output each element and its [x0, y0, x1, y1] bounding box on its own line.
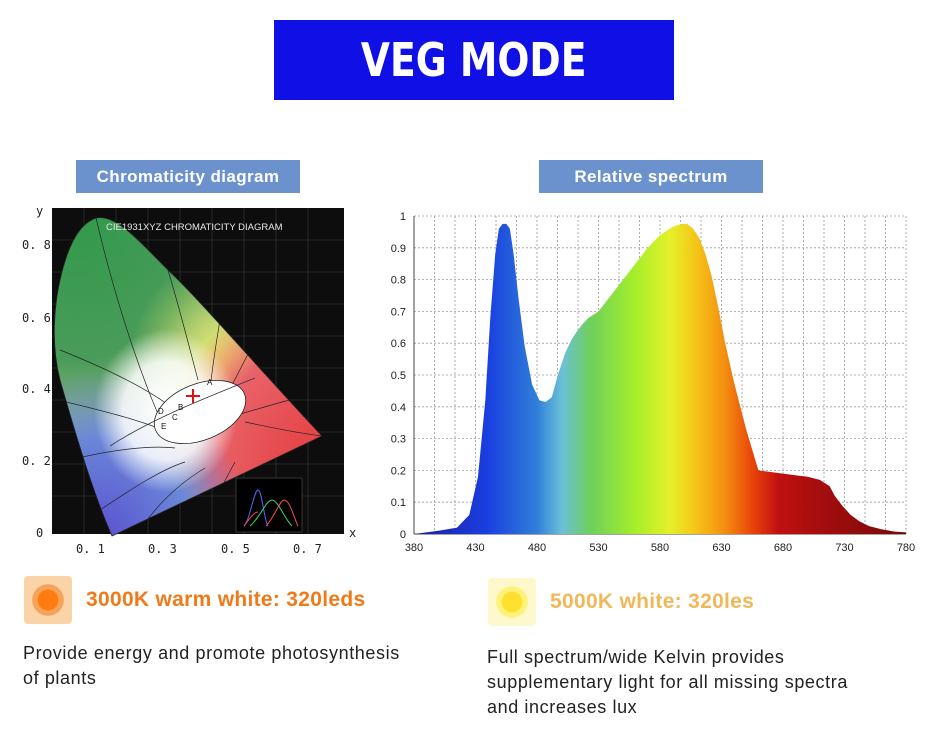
warm-desc-line: of plants: [23, 668, 97, 688]
point-b-label: B: [178, 403, 183, 412]
point-d-label: D: [158, 407, 164, 416]
relative-spectrum-chart: 0 0.1 0.2 0.3 0.4 0.5 0.6 0.7 0.8 0.9 1 380 430 480 5…: [391, 211, 915, 554]
white-led-label: 5000K white: 320les: [550, 590, 755, 613]
y-tick: 0. 4: [22, 382, 51, 396]
spectrum-area: [414, 223, 906, 534]
point-e-label: E: [161, 422, 166, 431]
target-point-marker: [186, 389, 200, 403]
y-tick-label: 0.1: [391, 497, 406, 509]
spectrum-label: Relative spectrum: [539, 160, 763, 193]
y-tick: 0. 2: [22, 454, 51, 468]
y-tick-label: 1: [400, 211, 406, 223]
inset-cmf-chart: [235, 477, 303, 533]
white-desc-line: Full spectrum/wide Kelvin provides: [487, 647, 785, 667]
y-tick-label: 0.5: [391, 370, 406, 382]
white-desc-line: supplementary light for all missing spec…: [487, 672, 848, 692]
mode-banner: VEG MODE: [274, 20, 674, 100]
spectral-locus: [53, 217, 323, 537]
point-a-label: A: [207, 378, 213, 387]
warm-led-label: 3000K warm white: 320leds: [86, 588, 366, 611]
y-tick-label: 0: [400, 529, 406, 541]
white-led-description: Full spectrum/wide Kelvin provides suppl…: [487, 645, 927, 720]
y-tick-label: 0.9: [391, 243, 406, 255]
y-tick-label: 0.7: [391, 306, 406, 318]
warm-led-description: Provide energy and promote photosynthesi…: [23, 641, 473, 691]
x-tick-label: 430: [466, 542, 484, 554]
x-tick-label: 680: [774, 542, 792, 554]
y-tick-label: 0.3: [391, 434, 406, 446]
diagram-title: CIE1931XYZ CHROMATICITY DIAGRAM: [106, 222, 283, 233]
y-tick-label: 0.6: [391, 338, 406, 350]
x-tick: 0. 5: [221, 542, 250, 556]
white-desc-line: and increases lux: [487, 697, 638, 717]
cie-axes: y x 0. 8 0. 6 0. 4 0. 2 0 0. 1 0. 3 0. 5…: [22, 204, 356, 556]
warm-led-chip-icon: [24, 576, 72, 624]
x-tick: 0. 3: [148, 542, 177, 556]
y-tick: 0: [36, 526, 43, 540]
x-tick: 0. 1: [76, 542, 105, 556]
white-point-labels: A B C D E: [158, 378, 213, 431]
spectrum-y-ticks: 0 0.1 0.2 0.3 0.4 0.5 0.6 0.7 0.8 0.9 1: [391, 211, 406, 541]
x-tick-label: 730: [835, 542, 853, 554]
x-tick-label: 580: [651, 542, 669, 554]
warm-desc-line: Provide energy and promote photosynthesi…: [23, 643, 400, 663]
cie-chromaticity-diagram: CIE1931XYZ CHROMATICITY DIAGRAM A B C D …: [22, 204, 356, 556]
x-tick-label: 530: [589, 542, 607, 554]
banner-title: VEG MODE: [361, 33, 587, 87]
x-tick-label: 380: [405, 542, 423, 554]
y-tick-label: 0.8: [391, 275, 406, 287]
y-tick: 0. 8: [22, 238, 51, 252]
x-tick: 0. 7: [293, 542, 322, 556]
point-c-label: C: [172, 413, 178, 422]
y-axis-label: y: [36, 204, 43, 218]
y-tick-label: 0.4: [391, 402, 406, 414]
white-led-row: 5000K white: 320les: [488, 578, 754, 626]
chromaticity-label: Chromaticity diagram: [76, 160, 300, 193]
spectrum-x-ticks: 380 430 480 530 580 630 680 730 780: [405, 542, 915, 554]
warm-led-row: 3000K warm white: 320leds: [24, 576, 365, 624]
x-tick-label: 780: [897, 542, 915, 554]
y-tick-label: 0.2: [391, 465, 406, 477]
x-tick-label: 630: [712, 542, 730, 554]
x-axis-label: x: [349, 526, 356, 540]
white-led-chip-icon: [488, 578, 536, 626]
x-tick-label: 480: [528, 542, 546, 554]
y-tick: 0. 6: [22, 311, 51, 325]
